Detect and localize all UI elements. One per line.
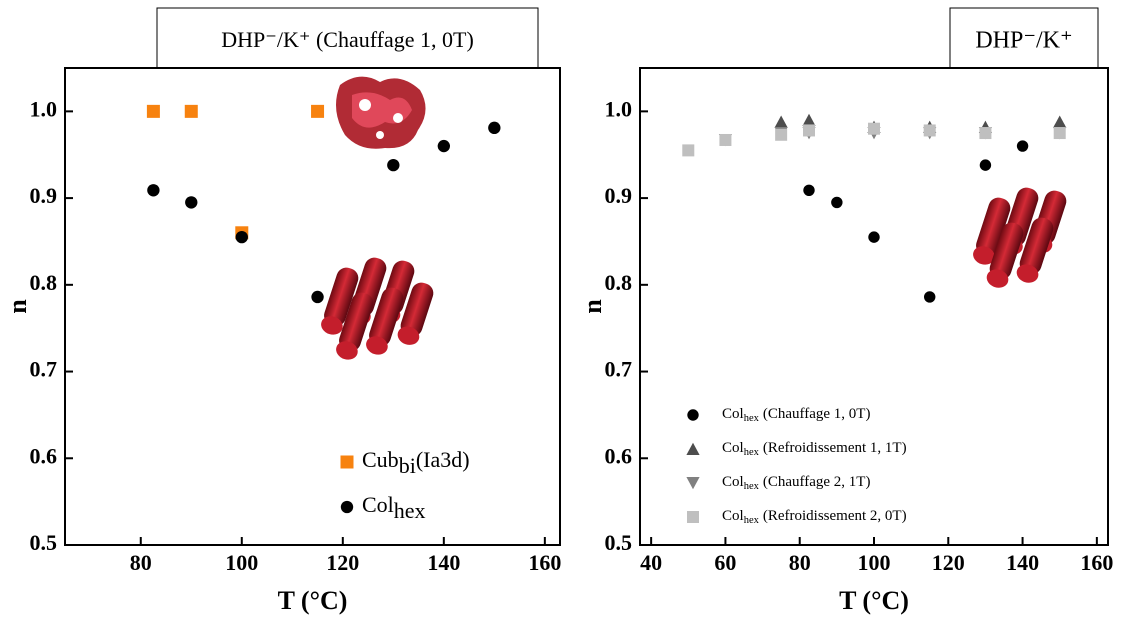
legend-subscript: hex [394,498,426,523]
y-tick-label: 0.6 [30,443,58,468]
legend-subscript: hex [744,481,760,492]
marker [682,144,695,157]
x-tick-label: 120 [326,550,359,575]
legend: Cubbi(Ia3d) Colhex [340,447,470,523]
y-tick-label: 0.5 [605,530,633,555]
legend-label: Colhex (Refroidissement 1, 1T) [722,440,907,458]
marker [924,291,936,303]
y-tick-label: 0.6 [605,443,633,468]
legend-name: Col [362,492,394,517]
y-tick-label: 0.8 [605,270,633,295]
legend-suffix: (Chauffage 2, 1T) [763,474,871,490]
plot-frame [64,67,561,546]
x-tick-label: 100 [225,550,258,575]
marker [235,230,248,244]
columns-illustration [973,187,1067,288]
marker [1053,115,1067,128]
marker [868,231,880,243]
marker [979,127,992,140]
chart-title: DHP⁻/K⁺ (Chauffage 1, 0T) [221,27,474,52]
legend-label: Cubbi(Ia3d) [362,447,470,478]
y-tick-label: 1.0 [605,96,633,121]
marker [686,442,700,455]
plot-frame [639,67,1109,546]
legend-label: Colhex (Refroidissement 2, 0T) [722,508,907,526]
x-axis-label: T (°C) [839,586,909,615]
x-tick-label: 120 [932,550,965,575]
marker [488,121,501,135]
x-tick-label: 60 [714,550,736,575]
marker [803,124,815,137]
marker [184,104,198,118]
panel: DHP⁻/K⁺ (Chauffage 1, 0T) 80 100 120 140 160 0… [3,7,561,615]
y-tick-label: 1.0 [30,96,58,121]
legend-label: Colhex (Chauffage 1, 0T) [722,406,870,424]
x-tick-label: 140 [1006,550,1039,575]
marker [719,133,732,146]
marker [437,139,451,153]
legend-label: Colhex [362,492,426,523]
marker [311,290,324,304]
marker [775,128,788,141]
columns-illustration [321,257,434,360]
marker [1016,140,1029,152]
legend-suffix: (Refroidissement 2, 0T) [763,508,907,524]
legend-subscript: hex [744,413,760,424]
y-tick-label: 0.9 [30,183,58,208]
x-tick-label: 80 [130,550,152,575]
title-box [156,7,539,69]
legend-name: Col [722,406,744,422]
marker [146,104,160,118]
x-tick-label: 160 [1080,550,1113,575]
x-tick-label: 80 [789,550,811,575]
marker [923,124,936,137]
marker [831,196,843,209]
legend-subscript: hex [744,447,760,458]
marker [687,511,699,523]
y-tick-label: 0.5 [30,530,58,555]
x-tick-label: 40 [640,550,662,575]
marker [802,113,816,127]
chart-title: DHP⁻/K⁺ [975,28,1072,54]
marker [340,455,354,469]
legend-name: Col [722,440,744,456]
marker [387,158,400,172]
legend-subscript: bi [399,453,416,478]
legend-name: Col [722,474,744,490]
marker [687,409,699,421]
x-tick-label: 160 [528,550,561,575]
gyroid-illustration [336,76,426,149]
legend-subscript: hex [744,515,760,526]
legend-suffix: (Chauffage 1, 0T) [763,406,871,422]
marker [686,477,700,490]
y-tick-label: 0.8 [30,270,58,295]
y-axis-label: n [3,299,32,314]
panel: DHP⁻/K⁺ 40 60 80 100 120 140 160 0.5 0.6 0.7 0.8 0.9… [578,7,1113,615]
marker [979,159,992,171]
y-tick-label: 0.7 [605,357,633,382]
legend-name: Cub [362,447,399,472]
marker [803,184,815,196]
marker [185,196,198,209]
y-axis-label: n [578,299,607,314]
marker [147,184,160,197]
marker [774,115,788,128]
x-tick-label: 100 [858,550,891,575]
y-tick-label: 0.9 [605,183,633,208]
legend-label: Colhex (Chauffage 2, 1T) [722,474,870,492]
legend-name: Col [722,508,744,524]
y-tick-label: 0.7 [30,357,58,382]
marker [1053,127,1066,140]
legend: Colhex (Chauffage 1, 0T)Colhex (Refroidiss… [686,406,907,526]
x-axis-label: T (°C) [278,586,348,615]
legend-suffix: (Refroidissement 1, 1T) [763,440,907,456]
marker [311,104,325,118]
legend-suffix: (Ia3d) [416,447,470,472]
x-tick-label: 140 [427,550,460,575]
marker [868,122,880,135]
marker [340,500,354,514]
